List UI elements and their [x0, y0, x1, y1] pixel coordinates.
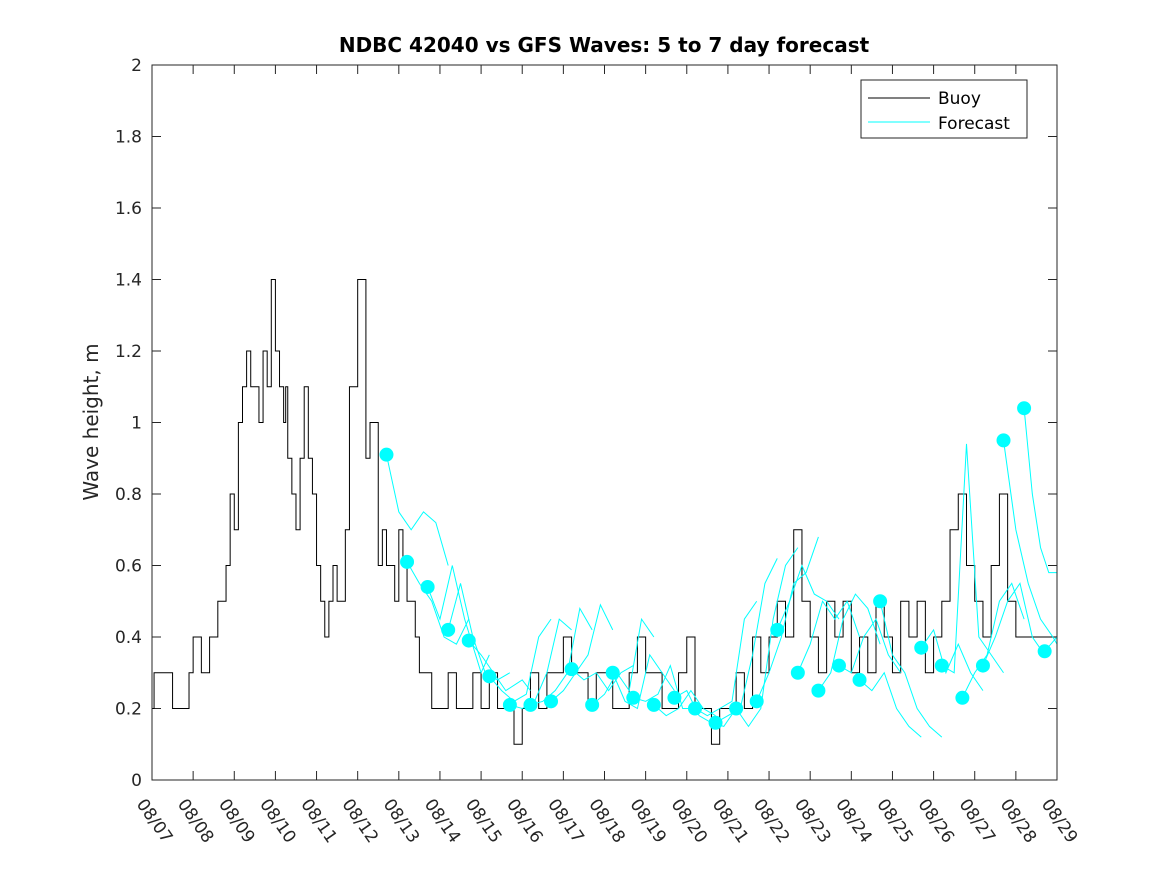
- forecast-series-line: [591, 617, 655, 706]
- forecast-start-marker: [934, 658, 949, 673]
- forecast-series-line: [859, 671, 922, 738]
- forecast-series-line: [879, 601, 943, 738]
- legend: Buoy Forecast: [860, 79, 1028, 139]
- forecast-start-marker: [523, 697, 538, 712]
- forecast-start-marker: [667, 690, 682, 705]
- forecast-start-marker: [708, 715, 723, 730]
- forecast-start-marker: [646, 697, 661, 712]
- y-tick-label: 0.8: [115, 485, 142, 505]
- forecast-start-marker: [914, 640, 929, 655]
- buoy-series-line: [152, 279, 1057, 745]
- y-tick-label: 1: [131, 414, 142, 434]
- y-axis-label: Wave height, m: [79, 343, 103, 500]
- forecast-series-line: [817, 593, 881, 691]
- forecast-start-marker: [975, 658, 990, 673]
- forecast-series-line: [509, 618, 572, 710]
- y-tick-label: 1.8: [115, 128, 142, 148]
- forecast-start-marker: [790, 665, 805, 680]
- forecast-start-marker: [996, 433, 1011, 448]
- plot-area: [152, 65, 1057, 780]
- forecast-start-marker: [1017, 401, 1032, 416]
- forecast-start-marker: [544, 694, 559, 709]
- forecast-series-line: [612, 653, 675, 710]
- y-tick-label: 1.4: [115, 271, 142, 291]
- y-tick-label: 0.4: [115, 628, 142, 648]
- forecast-start-marker: [400, 554, 415, 569]
- series-layer: [152, 279, 1058, 745]
- legend-forecast-label: Forecast: [938, 114, 1010, 134]
- forecast-start-marker: [1037, 644, 1052, 659]
- forecast-series-line: [941, 443, 1004, 674]
- forecast-start-marker: [605, 665, 620, 680]
- forecast-series-line: [653, 689, 716, 717]
- forecast-series-line: [756, 536, 819, 702]
- forecast-start-marker: [688, 701, 702, 716]
- forecast-start-marker: [811, 683, 826, 698]
- y-tick-label: 2: [131, 56, 142, 76]
- legend-box: [860, 79, 1028, 139]
- marker-layer: [379, 401, 1052, 730]
- forecast-start-marker: [770, 622, 785, 637]
- forecast-start-marker: [502, 697, 517, 712]
- forecast-series-line: [385, 454, 449, 566]
- forecast-series-line: [838, 618, 902, 674]
- forecast-series-line: [488, 618, 552, 702]
- forecast-series-line: [550, 603, 614, 702]
- forecast-series-line: [920, 628, 984, 691]
- chart-title: NDBC 42040 vs GFS Waves: 5 to 7 day fore…: [339, 33, 870, 57]
- forecast-start-marker: [626, 690, 641, 705]
- forecast-start-marker: [955, 690, 970, 705]
- forecast-start-marker: [482, 669, 497, 684]
- forecast-start-marker: [461, 633, 476, 648]
- axes-box: [151, 64, 1058, 781]
- forecast-series-line: [1023, 408, 1057, 574]
- forecast-series-line: [447, 583, 511, 681]
- forecast-start-marker: [441, 622, 456, 637]
- forecast-series-line: [633, 664, 695, 709]
- forecast-series-line: [571, 665, 634, 692]
- forecast-series-line: [674, 689, 737, 727]
- y-tick-label: 0: [131, 771, 142, 791]
- y-tick-label: 1.2: [115, 342, 142, 362]
- forecast-series-line: [961, 582, 1025, 698]
- forecast-series-line: [694, 600, 758, 717]
- forecast-start-marker: [873, 594, 888, 609]
- forecast-start-marker: [420, 579, 435, 594]
- forecast-series-line: [530, 606, 593, 706]
- y-tick-label: 0.2: [115, 700, 142, 720]
- forecast-start-marker: [749, 694, 764, 709]
- y-axis-ticks: 0 0.2 0.4 0.6 0.8 1 1.2 1.4 1.6 1.8 2: [115, 56, 1057, 791]
- forecast-start-marker: [729, 701, 744, 716]
- y-tick-label: 0.6: [115, 557, 142, 577]
- forecast-series-line: [715, 558, 778, 724]
- forecast-start-marker: [831, 658, 846, 673]
- forecast-start-marker: [852, 672, 867, 687]
- forecast-series-line: [1003, 440, 1058, 645]
- forecast-start-marker: [585, 697, 600, 712]
- forecast-start-marker: [564, 662, 579, 677]
- y-tick-label: 1.6: [115, 199, 142, 219]
- legend-buoy-label: Buoy: [938, 89, 981, 109]
- forecast-series-line: [735, 547, 799, 728]
- forecast-series-line: [468, 640, 531, 692]
- forecast-series-line: [982, 582, 1046, 666]
- forecast-start-marker: [379, 447, 394, 462]
- forecast-series-line: [776, 564, 840, 631]
- forecast-series-line: [406, 561, 470, 645]
